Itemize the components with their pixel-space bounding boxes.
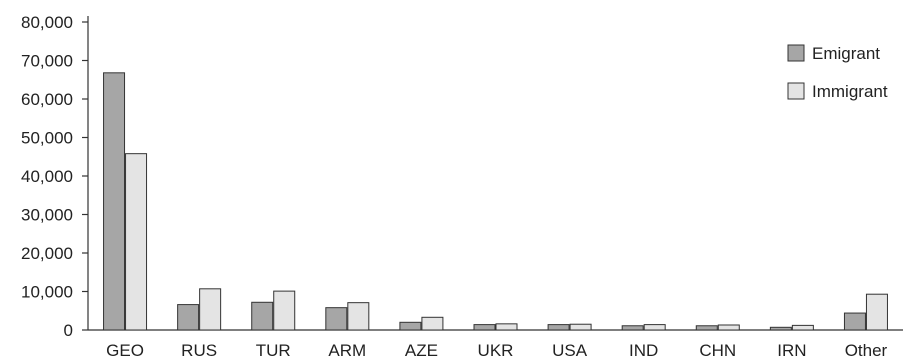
- y-tick-label: 50,000: [21, 129, 73, 148]
- x-tick-label: IRN: [777, 341, 806, 360]
- bar-emigrant-irn: [769, 326, 792, 331]
- x-tick-label: GEO: [106, 341, 144, 360]
- bar-emigrant-rus: [177, 304, 200, 331]
- x-tick-label: Other: [845, 341, 888, 360]
- x-tick-label: AZE: [405, 341, 438, 360]
- x-tick-label: RUS: [181, 341, 217, 360]
- bar-emigrant-arm: [325, 307, 348, 331]
- y-tick-label: 20,000: [21, 244, 73, 263]
- bar-immigrant-usa: [569, 323, 592, 331]
- bar-emigrant-ind: [621, 325, 644, 331]
- x-tick-label: IND: [629, 341, 658, 360]
- legend: Emigrant Immigrant: [787, 44, 888, 101]
- y-tick-label: 60,000: [21, 90, 73, 109]
- x-tick-label: UKR: [478, 341, 514, 360]
- bar-immigrant-ukr: [495, 323, 518, 331]
- bar-immigrant-arm: [347, 302, 370, 331]
- y-tick-label: 80,000: [21, 13, 73, 32]
- bar-emigrant-ukr: [473, 324, 496, 331]
- bars: [103, 72, 888, 331]
- bar-emigrant-other: [843, 312, 866, 331]
- y-tick-label: 40,000: [21, 167, 73, 186]
- x-tick-label: ARM: [328, 341, 366, 360]
- y-tick-label: 70,000: [21, 52, 73, 71]
- x-tick-label: USA: [552, 341, 588, 360]
- bar-emigrant-tur: [251, 301, 274, 331]
- bar-emigrant-usa: [547, 324, 570, 331]
- bar-immigrant-aze: [421, 316, 444, 331]
- bar-immigrant-tur: [273, 290, 296, 331]
- bar-immigrant-chn: [717, 324, 740, 331]
- x-tick-label: CHN: [699, 341, 736, 360]
- y-axis: 0 10,000 20,000 30,000 40,000 50,000 60,000 70,…: [21, 13, 89, 340]
- bar-immigrant-geo: [125, 153, 148, 331]
- legend-swatch-emigrant: [787, 44, 805, 62]
- bar-immigrant-ind: [643, 324, 666, 331]
- bar-emigrant-aze: [399, 321, 422, 331]
- y-tick-label: 30,000: [21, 206, 73, 225]
- bar-immigrant-irn: [791, 324, 814, 331]
- bar-immigrant-rus: [199, 288, 222, 331]
- bar-emigrant-chn: [695, 325, 718, 331]
- legend-swatch-immigrant: [787, 82, 805, 100]
- legend-label-emigrant: Emigrant: [812, 44, 880, 63]
- legend-label-immigrant: Immigrant: [812, 82, 888, 101]
- bar-emigrant-geo: [103, 72, 126, 331]
- x-axis: GEO RUS TUR ARM AZE UKR USA IND CHN IRN Other: [88, 329, 903, 360]
- y-tick-label: 10,000: [21, 283, 73, 302]
- y-tick-label: 0: [64, 321, 73, 340]
- x-tick-label: TUR: [256, 341, 291, 360]
- bar-immigrant-other: [865, 293, 888, 331]
